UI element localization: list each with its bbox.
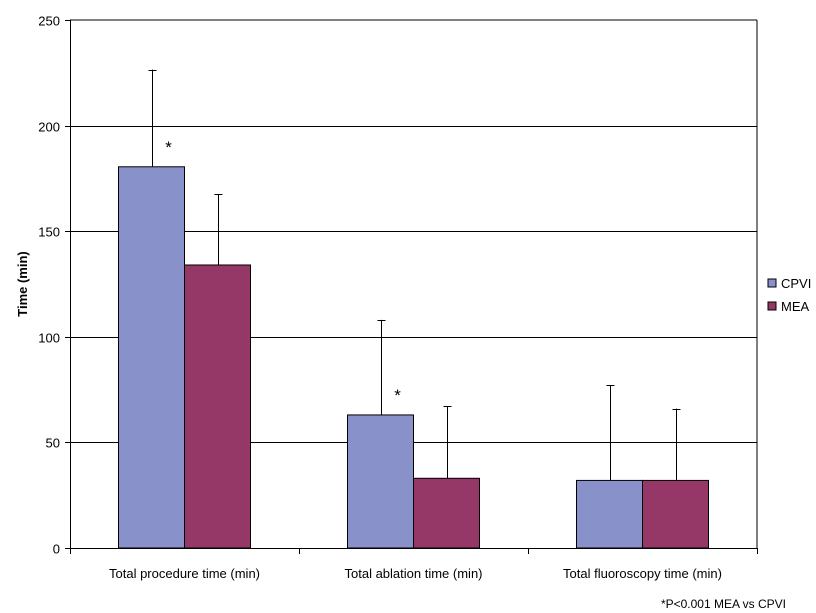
axes: 0 50 100 150 200 250 Total procedure time (min… [38, 14, 758, 581]
bar-mea-2 [413, 477, 480, 549]
bar-mea-1 [184, 264, 251, 549]
legend-swatch-cpvi [767, 278, 777, 288]
bar-mea-3 [642, 479, 709, 549]
x-category-label: Total fluoroscopy time (min) [563, 566, 722, 581]
x-category-label: Total procedure time (min) [109, 566, 260, 581]
y-tick-label: 50 [46, 436, 60, 451]
y-tick-label: 100 [38, 331, 60, 346]
footnote: *P<0.001 MEA vs CPVI [661, 597, 786, 611]
x-category-label: Total ablation time (min) [345, 566, 483, 581]
bars: ** [118, 69, 709, 549]
y-tick-label: 150 [38, 225, 60, 240]
bar-cpvi-1 [118, 166, 185, 549]
legend-swatch-mea [767, 301, 777, 311]
significance-marker: * [394, 386, 401, 405]
legend-label-cpvi: CPVI [781, 276, 811, 291]
y-tick-label: 0 [53, 542, 60, 557]
legend-label-mea: MEA [781, 299, 810, 314]
legend: CPVI MEA [767, 276, 811, 314]
y-tick-label: 200 [38, 120, 60, 135]
bar-cpvi-2 [347, 414, 414, 549]
significance-marker: * [165, 138, 172, 157]
y-axis-title: Time (min) [15, 251, 30, 317]
y-tick-label: 250 [38, 14, 60, 29]
bar-cpvi-3 [576, 479, 643, 549]
